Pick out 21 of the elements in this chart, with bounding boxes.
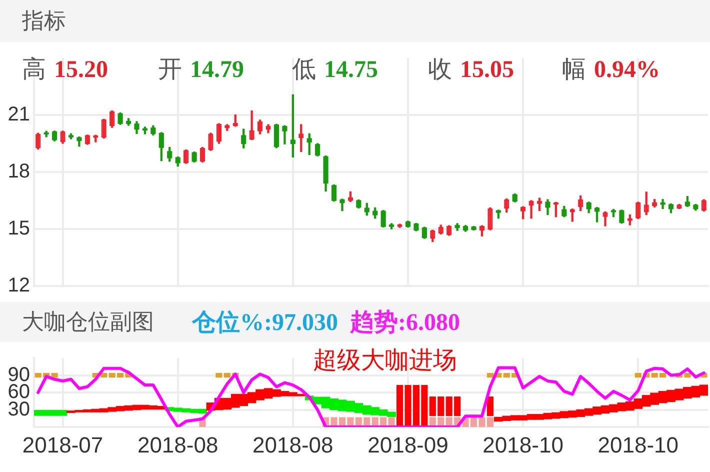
x-tick-label: 2018-08 — [137, 432, 218, 458]
text: 趋势:6.080 — [350, 310, 460, 336]
x-tick-label: 2018-10 — [482, 432, 564, 458]
text: 仓位%:97.030 — [192, 310, 338, 336]
x-tick-label: 2018-07 — [22, 432, 104, 458]
annotation: 幅 0.94% — [562, 56, 660, 83]
y-tick-label: 12 — [8, 274, 30, 297]
y-tick-label: 30 — [8, 398, 30, 420]
y-tick-label: 21 — [8, 104, 30, 126]
x-tick-label: 2018-10 — [598, 432, 679, 458]
annotation: 收 15.05 — [428, 56, 514, 83]
chart-title: 大咖仓位副图 — [22, 309, 154, 334]
y-tick-label: 18 — [8, 160, 30, 183]
chart-title: 指标 — [22, 8, 66, 33]
x-tick-label: 2018-08 — [252, 432, 334, 458]
x-tick-label: 2018-09 — [368, 432, 448, 458]
annotation: 低 14.75 — [292, 56, 378, 83]
y-tick-label: 15 — [8, 218, 30, 240]
annotation: 超级大咖进场 — [313, 347, 457, 374]
annotation: 高 15.20 — [22, 56, 108, 83]
annotation: 开 14.79 — [158, 56, 244, 83]
